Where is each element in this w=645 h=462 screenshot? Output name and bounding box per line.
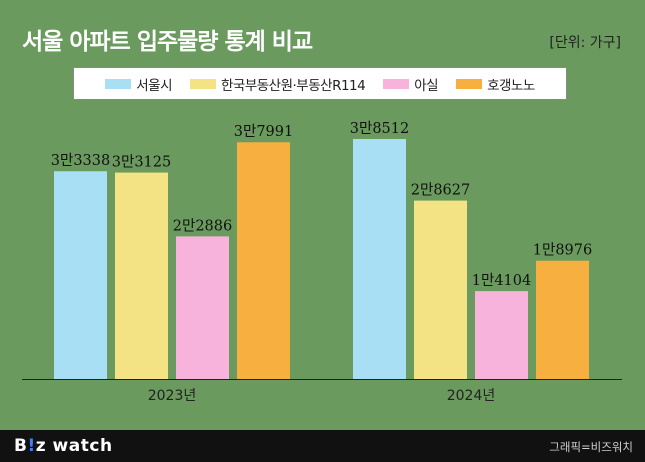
data-label: 3만3125 — [112, 154, 171, 171]
data-label: 3만3338 — [51, 152, 110, 169]
logo-b: B — [14, 436, 28, 456]
legend-item: 호갱노노 — [456, 74, 535, 94]
graphic-credit: 그래픽=비즈워치 — [549, 440, 633, 454]
legend: 서울시 한국부동산원·부동산R114 아실 호갱노노 — [73, 67, 567, 100]
legend-label: 아실 — [414, 77, 439, 94]
data-label: 2만8627 — [411, 182, 470, 199]
bar — [475, 291, 528, 379]
x-tick-label: 2023년 — [148, 388, 197, 404]
bar — [115, 172, 168, 379]
data-label: 3만7991 — [234, 123, 293, 140]
bar — [414, 200, 467, 379]
legend-item: 한국부동산원·부동산R114 — [190, 74, 366, 94]
legend-item: 서울시 — [105, 74, 172, 94]
bizwatch-logo: B!z watch — [14, 436, 113, 456]
bar — [54, 171, 107, 379]
legend-label: 서울시 — [136, 77, 172, 94]
bar — [176, 236, 229, 379]
logo-z: z — [35, 436, 47, 456]
legend-swatch — [456, 78, 483, 89]
legend-swatch — [105, 78, 132, 89]
data-label: 2만2886 — [173, 217, 232, 234]
legend-swatch — [383, 78, 410, 89]
bar-chart: 3만3338 3만3125 2만2886 3만7991 2023년 3만8512 2만862… — [22, 120, 622, 404]
x-tick-label: 2024년 — [447, 388, 496, 404]
data-label: 1만8976 — [533, 242, 592, 259]
chart-title: 서울 아파트 입주물량 통계 비교 — [22, 29, 313, 55]
logo-i: ! — [27, 436, 36, 456]
logo-watch: watch — [46, 436, 113, 456]
legend-swatch — [190, 78, 216, 89]
bar — [536, 260, 589, 379]
bar — [237, 142, 290, 379]
legend-item: 아실 — [383, 74, 439, 94]
data-label: 1만4104 — [472, 272, 531, 289]
data-label: 3만8512 — [350, 120, 409, 137]
legend-label: 호갱노노 — [487, 77, 535, 94]
bar — [353, 139, 406, 379]
legend-label: 한국부동산원·부동산R114 — [221, 77, 366, 94]
unit-label: [단위: 가구] — [549, 35, 621, 51]
footer-bar: B!z watch 그래픽=비즈워치 — [0, 430, 645, 462]
